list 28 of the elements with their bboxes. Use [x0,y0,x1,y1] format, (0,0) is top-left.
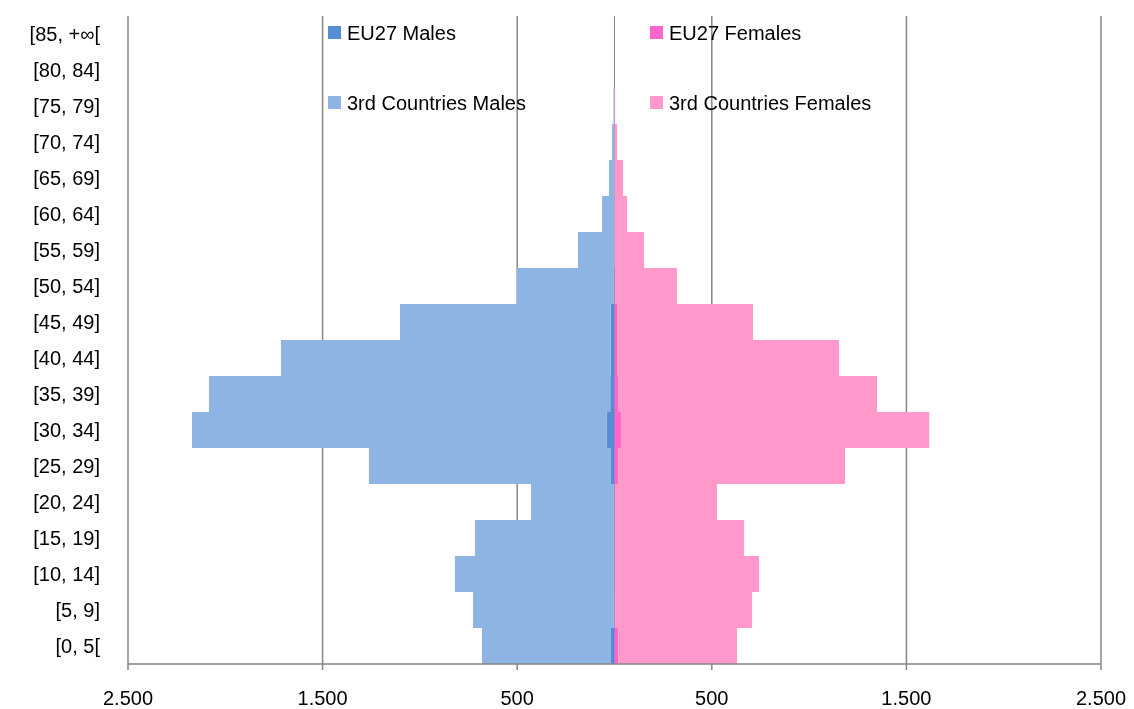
y-tick-label: [40, 44] [33,347,100,369]
y-tick-label: [5, 9] [55,599,100,621]
y-tick-label: [55, 59] [33,239,100,261]
y-tick-label: [10, 14] [33,563,100,585]
y-tick-label: [75, 79] [33,95,100,117]
x-tick-label: 500 [695,687,729,709]
y-tick-label: [0, 5[ [55,635,101,657]
legend-label: EU27 Males [347,22,456,44]
y-tick-label: [25, 29] [33,455,100,477]
y-tick-label: [35, 39] [33,383,100,405]
y-tick-label: [85, +∞[ [29,23,101,45]
y-tick-label: [70, 74] [33,131,100,153]
legend-label: 3rd Countries Males [347,92,526,114]
y-tick-label: [50, 54] [33,275,100,297]
y-tick-label: [30, 34] [33,419,100,441]
y-tick-label: [20, 24] [33,491,100,513]
y-tick-label: [65, 69] [33,167,100,189]
y-tick-label: [60, 64] [33,203,100,225]
x-tick-label: 1.500 [881,687,932,709]
x-tick-label: 500 [500,687,534,709]
legend-label: 3rd Countries Females [669,92,872,114]
y-tick-label: [45, 49] [33,311,100,333]
x-tick-label: 2.500 [1075,687,1127,709]
y-tick-label: [80, 84] [33,59,100,81]
x-tick-label: 2.500 [102,687,154,709]
legend-label: EU27 Females [669,22,802,44]
y-tick-label: [15, 19] [33,527,100,549]
x-tick-label: 1.500 [297,687,348,709]
